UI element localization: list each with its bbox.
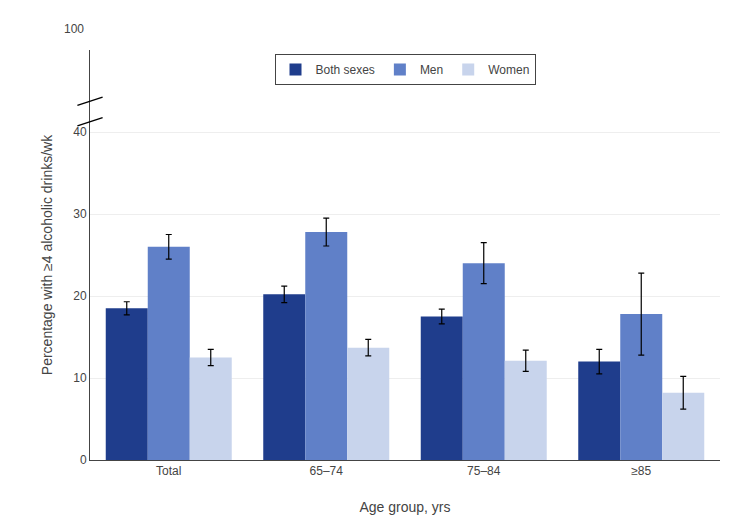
svg-text:Men: Men [420, 63, 443, 77]
svg-text:65–74: 65–74 [310, 464, 344, 478]
svg-text:Women: Women [488, 63, 529, 77]
svg-text:10: 10 [73, 371, 87, 385]
svg-text:20: 20 [73, 289, 87, 303]
svg-text:Age group, yrs: Age group, yrs [359, 499, 450, 515]
svg-text:100: 100 [64, 22, 84, 36]
svg-text:75–84: 75–84 [467, 464, 501, 478]
svg-text:Percentage with ≥4 alcoholic d: Percentage with ≥4 alcoholic drinks/wk [39, 134, 55, 375]
svg-text:Total: Total [156, 464, 181, 478]
svg-text:30: 30 [73, 207, 87, 221]
svg-text:40: 40 [73, 125, 87, 139]
svg-text:0: 0 [80, 453, 87, 467]
svg-text:Both sexes: Both sexes [316, 63, 375, 77]
svg-text:≥85: ≥85 [631, 464, 651, 478]
